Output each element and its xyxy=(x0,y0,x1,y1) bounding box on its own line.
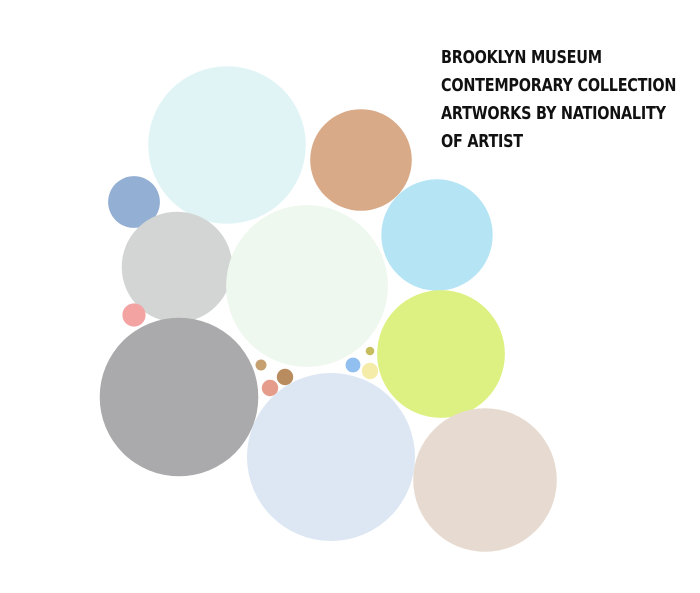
bubble-b08 xyxy=(377,290,505,418)
title-line-2: CONTEMPORARY COLLECTION xyxy=(441,75,677,96)
bubble-b05 xyxy=(226,205,388,367)
chart-title: BROOKLYN MUSEUM CONTEMPORARY COLLECTION … xyxy=(441,44,676,156)
bubble-b13 xyxy=(345,357,361,373)
bubble-b09 xyxy=(99,317,259,477)
bubble-b07 xyxy=(122,303,146,327)
title-line-4: OF ARTIST xyxy=(441,131,523,152)
bubble-b04 xyxy=(121,211,233,323)
bubble-b16 xyxy=(247,373,415,541)
bubble-b11 xyxy=(276,368,294,386)
bubble-b03 xyxy=(108,176,160,228)
bubble-b17 xyxy=(413,408,557,552)
bubble-b14 xyxy=(365,346,375,356)
bubble-b12 xyxy=(261,379,279,397)
bubble-b02 xyxy=(310,109,412,211)
bubble-b01 xyxy=(148,66,306,224)
title-line-1: BROOKLYN MUSEUM xyxy=(441,47,602,68)
bubble-b06 xyxy=(381,179,493,291)
bubble-b15 xyxy=(361,362,379,380)
bubble-b10 xyxy=(255,359,267,371)
title-line-3: ARTWORKS BY NATIONALITY xyxy=(441,103,666,124)
